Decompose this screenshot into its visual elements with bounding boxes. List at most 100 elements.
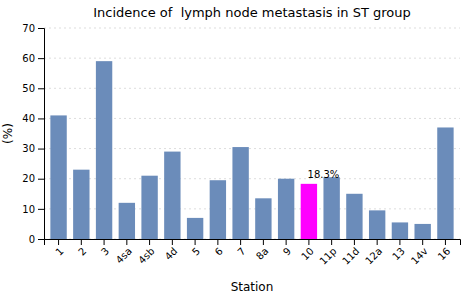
x-tick-mark	[172, 239, 173, 245]
chart: 0102030405060701234sa4sb4d5678a91011p11d…	[0, 0, 474, 297]
x-tick: 5	[190, 239, 202, 258]
y-tick-label: 40	[22, 113, 35, 124]
x-tick-label: 1	[53, 245, 65, 257]
y-tick: 50	[22, 83, 44, 94]
x-tick-mark	[422, 239, 423, 245]
y-tick-label: 50	[22, 83, 35, 94]
x-tick-mark	[58, 239, 59, 245]
x-axis-line	[45, 240, 461, 246]
y-tick: 70	[22, 23, 44, 34]
plot: 0102030405060701234sa4sb4d5678a91011p11d…	[22, 23, 460, 267]
y-tick: 30	[22, 143, 44, 154]
y-tick-mark	[38, 58, 44, 59]
bar	[119, 203, 135, 239]
y-tick-mark	[38, 28, 44, 29]
bar	[187, 218, 203, 239]
x-tick-label: 12a	[363, 245, 384, 266]
bar	[255, 198, 271, 239]
y-tick-mark	[38, 118, 44, 119]
x-tick-label: 13	[390, 245, 407, 262]
y-tick: 20	[22, 173, 44, 184]
x-tick-mark	[217, 239, 218, 245]
bar	[210, 180, 226, 239]
bars	[50, 61, 453, 239]
y-tick-mark	[38, 239, 44, 240]
y-tick-mark	[38, 149, 44, 150]
y-tick-mark	[38, 88, 44, 89]
bar	[164, 152, 180, 239]
x-tick-mark	[126, 239, 127, 245]
y-axis-title: (%)	[1, 123, 15, 144]
grid-line	[44, 28, 460, 29]
x-tick: 6	[213, 239, 225, 258]
y-axis: 0 10 20 30 40 50 60 70	[22, 23, 44, 245]
bar	[437, 127, 453, 239]
annotation: 18.3%	[308, 169, 340, 180]
x-tick-mark	[149, 239, 150, 245]
y-tick-label: 60	[22, 53, 35, 64]
x-tick-label: 4sb	[136, 245, 156, 265]
y-tick-label: 70	[22, 23, 35, 34]
x-tick-mark	[399, 239, 400, 245]
bar	[50, 115, 66, 239]
x-tick-label: 4sa	[114, 245, 134, 265]
x-tick-mark	[240, 239, 241, 245]
bar	[392, 222, 408, 239]
bar	[73, 170, 89, 239]
x-tick-label: 11p	[317, 245, 338, 266]
x-tick: 11d	[340, 239, 361, 267]
bar	[232, 147, 248, 239]
title: Incidence of lymph node metastasis in ST…	[93, 5, 410, 20]
x-tick-label: 8a	[254, 245, 271, 262]
y-tick: 40	[22, 113, 44, 124]
x-tick-mark	[195, 239, 196, 245]
x-tick-label: 2	[76, 245, 88, 257]
bar	[346, 194, 362, 239]
x-tick-mark	[263, 239, 264, 245]
y-tick-label: 30	[22, 143, 35, 154]
bar	[301, 184, 317, 239]
bar	[323, 177, 339, 239]
y-tick-label: 10	[22, 204, 35, 215]
x-tick: 3	[99, 239, 111, 258]
bar	[141, 176, 157, 239]
y-tick: 0	[29, 234, 44, 245]
y-tick: 10	[22, 204, 44, 215]
x-tick-mark	[286, 239, 287, 245]
bar	[414, 224, 430, 239]
x-tick-label: 6	[213, 245, 225, 257]
y-tick: 60	[22, 53, 44, 64]
x-tick: 10	[299, 239, 316, 262]
y-tick-label: 0	[29, 234, 35, 245]
x-tick: 14v	[409, 239, 430, 266]
x-tick-label: 5	[190, 245, 202, 257]
x-tick-label: 4d	[163, 245, 180, 262]
x-tick-mark	[331, 239, 332, 245]
x-tick-label: 16	[436, 245, 453, 262]
x-tick-mark	[104, 239, 105, 245]
x-tick-mark	[354, 239, 355, 245]
x-axis: 1234sa4sb 4d 567 8a 9 1011p11d12a 1314v 16	[45, 239, 461, 267]
x-tick: 7	[235, 239, 247, 258]
x-tick: 1	[53, 239, 65, 258]
x-tick: 9	[281, 239, 293, 258]
x-tick: 4d	[163, 239, 180, 262]
x-tick: 4sa	[114, 239, 134, 266]
x-tick: 12a	[363, 239, 384, 266]
bar	[369, 210, 385, 239]
x-tick-label: 10	[299, 245, 316, 262]
grid	[44, 28, 460, 239]
x-axis-title: Station	[231, 280, 274, 294]
y-tick-mark	[38, 179, 44, 180]
grid-line	[44, 58, 460, 59]
x-tick: 4sb	[136, 239, 156, 266]
x-tick: 11p	[317, 239, 338, 267]
x-tick: 8a	[254, 239, 271, 262]
x-tick-mark	[445, 239, 446, 245]
x-tick-label: 9	[281, 245, 293, 257]
bar	[96, 61, 112, 239]
x-tick-label: 3	[99, 245, 111, 257]
x-tick: 16	[436, 239, 453, 262]
bar	[278, 179, 294, 239]
x-tick-label: 11d	[340, 245, 361, 266]
